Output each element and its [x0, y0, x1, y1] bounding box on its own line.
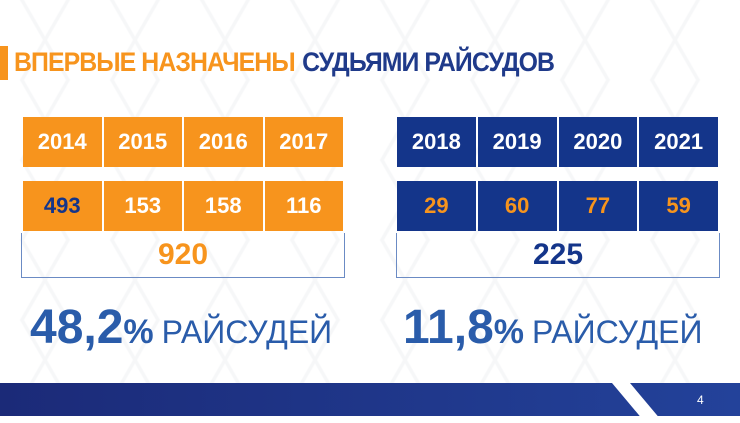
title-accent-bar [0, 46, 8, 80]
left-years-row: 2014 2015 2016 2017 [23, 117, 343, 167]
right-years-row: 2018 2019 2020 2021 [397, 117, 718, 167]
year-cell: 2020 [558, 117, 638, 167]
year-cell: 2017 [264, 117, 343, 167]
slide-title: ВПЕРВЫЕ НАЗНАЧЕНЫ СУДЬЯМИ РАЙСУДОВ [14, 47, 555, 77]
page-number: 4 [697, 393, 704, 407]
year-cell: 2018 [397, 117, 476, 167]
right-total: 225 [396, 233, 720, 278]
year-cell: 2014 [23, 117, 102, 167]
year-cell: 2019 [477, 117, 557, 167]
year-cell: 2015 [103, 117, 182, 167]
value-cell: 158 [184, 181, 263, 231]
value-cell: 77 [558, 181, 638, 231]
year-cell: 2021 [639, 117, 718, 167]
left-percent-stat: 48,2% РАЙСУДЕЙ [30, 301, 333, 354]
value-cell: 29 [397, 181, 476, 231]
right-values-row: 29 60 77 59 [397, 181, 718, 231]
value-cell: 153 [103, 181, 182, 231]
left-total: 920 [21, 233, 345, 278]
value-cell: 493 [23, 181, 102, 231]
value-cell: 60 [477, 181, 557, 231]
value-cell: 59 [639, 181, 718, 231]
right-percent-stat: 11,8% РАЙСУДЕЙ [403, 301, 703, 354]
value-cell: 116 [264, 181, 343, 231]
year-cell: 2016 [184, 117, 263, 167]
left-values-row: 493 153 158 116 [23, 181, 343, 231]
